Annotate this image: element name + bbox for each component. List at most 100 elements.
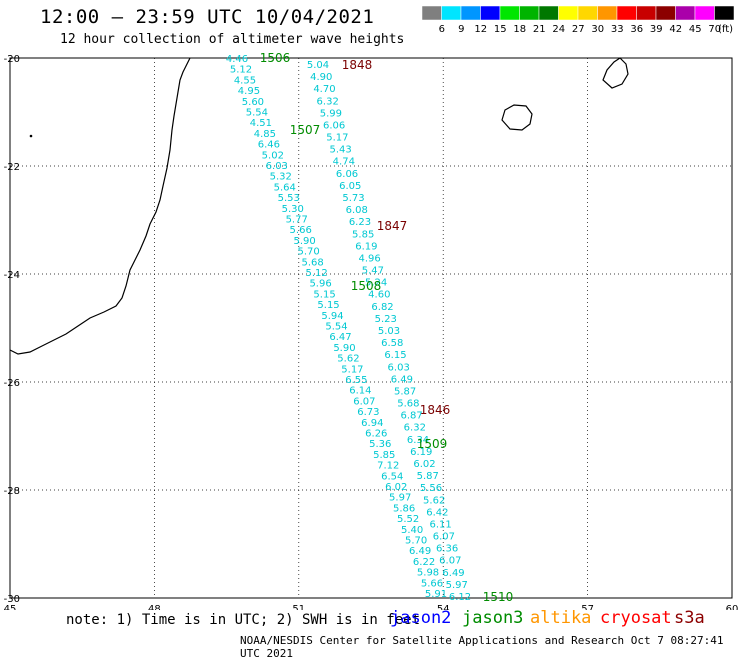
swh-value-east: 6.34 [407, 435, 429, 446]
legend-label: 33 [611, 24, 624, 35]
map-frame [9, 57, 733, 599]
swh-value-west: 4.51 [250, 118, 272, 129]
swh-value-west: 6.22 [413, 557, 435, 568]
swh-value-east: 5.68 [397, 399, 419, 410]
swh-value-east: 4.70 [313, 84, 335, 95]
swh-value-west: 6.07 [353, 396, 375, 407]
swh-value-east: 6.87 [400, 411, 422, 422]
swh-value-east: 4.90 [310, 72, 332, 83]
swh-value-east: 6.05 [339, 181, 361, 192]
swh-value-east: 5.03 [378, 326, 400, 337]
swh-value-west: 5.90 [333, 343, 355, 354]
footer-note: note: 1) Time is in UTC; 2) SWH is in fe… [66, 612, 421, 628]
legend-label: 12 [474, 24, 487, 35]
mission-jason3: jason3 [462, 608, 524, 628]
swh-value-east: 6.82 [371, 302, 393, 313]
swh-value-east: 6.03 [388, 362, 410, 373]
legend-label: 45 [689, 24, 702, 35]
swh-value-west: 6.47 [329, 332, 351, 343]
swh-value-east: 6.19 [355, 241, 377, 252]
swh-value-west: 5.12 [230, 65, 252, 76]
swh-value-west: 5.15 [317, 300, 339, 311]
swh-value-west: 5.15 [313, 289, 335, 300]
legend-swatch [714, 5, 735, 21]
swh-value-east: 6.11 [430, 519, 452, 530]
swh-value-east: 5.85 [352, 229, 374, 240]
legend-label: 27 [572, 24, 585, 35]
lon-tick-label: 54 [437, 604, 450, 610]
swh-value-west: 4.85 [254, 129, 276, 140]
swh-value-east: 6.07 [439, 556, 461, 567]
swh-value-east: 6.15 [384, 350, 406, 361]
legend-label: 21 [533, 24, 546, 35]
swh-value-east: 6.08 [346, 205, 368, 216]
pass-label: 1847 [377, 219, 408, 233]
swh-value-west: 5.94 [321, 311, 343, 322]
swh-value-west: 5.66 [421, 578, 443, 589]
swh-value-west: 5.53 [278, 193, 300, 204]
legend-label: 30 [591, 24, 604, 35]
swh-value-east: 5.87 [417, 471, 439, 482]
swh-value-east: 6.02 [413, 459, 435, 470]
pass-label: 1846 [420, 403, 451, 417]
swh-value-east: 6.12 [449, 592, 471, 603]
madagascar-coastline [9, 57, 191, 355]
legend-label: 70 [708, 24, 721, 35]
swh-value-east: 6.49 [442, 568, 464, 579]
swh-value-east: 6.07 [433, 532, 455, 543]
swh-value-west: 6.14 [349, 386, 371, 397]
color-legend: 6 9 12 15 18 21 24 27 30 33 36 39 42 45 70(ft) [421, 5, 735, 35]
swh-value-west: 5.66 [290, 225, 312, 236]
swh-value-east: 6.32 [404, 423, 426, 434]
swh-value-west: 6.55 [345, 375, 367, 386]
swh-value-west: 5.96 [309, 279, 331, 290]
swh-value-west: 5.62 [337, 354, 359, 365]
swh-value-east: 6.06 [336, 169, 358, 180]
swh-value-west: 5.85 [373, 450, 395, 461]
swh-value-east: 5.56 [420, 483, 442, 494]
legend-label: 6 [439, 24, 445, 35]
swh-value-east: 5.73 [342, 193, 364, 204]
map-subtitle: 12 hour collection of altimeter wave hei… [60, 32, 405, 47]
swh-value-west: 5.97 [389, 493, 411, 504]
lon-tick-label: 57 [581, 604, 594, 610]
swh-value-east: 5.04 [307, 60, 329, 71]
reunion-island [501, 104, 533, 131]
swh-value-east: 6.19 [410, 447, 432, 458]
altimeter-map: 45 48 51 54 57 60-20-22-24-26-28-304.465.124.… [4, 51, 739, 610]
lon-tick-label: 48 [148, 604, 161, 610]
swh-value-west: 5.54 [246, 108, 268, 119]
lat-tick-label: -24 [4, 270, 20, 281]
swh-value-east: 5.87 [394, 386, 416, 397]
swh-value-west: 6.26 [365, 429, 387, 440]
swh-value-west: 5.70 [405, 536, 427, 547]
swh-value-west: 5.68 [301, 257, 323, 268]
swh-value-east: 5.24 [365, 278, 387, 289]
swh-value-west: 5.70 [298, 247, 320, 258]
mauritius-island [602, 57, 629, 89]
swh-value-west: 5.40 [401, 525, 423, 536]
swh-value-west: 5.91 [425, 589, 447, 600]
pass-label: 1848 [342, 58, 373, 72]
legend-label: 9 [458, 24, 464, 35]
swh-value-west: 4.46 [226, 54, 248, 65]
swh-value-west: 5.36 [369, 439, 391, 450]
swh-value-west: 5.32 [270, 172, 292, 183]
swh-value-west: 5.60 [242, 97, 264, 108]
swh-value-east: 5.62 [423, 495, 445, 506]
mission-altika: altika [530, 608, 592, 628]
swh-value-west: 5.90 [294, 236, 316, 247]
swh-value-west: 5.64 [274, 182, 296, 193]
pass-label: 1506 [260, 51, 291, 65]
pass-label: 1507 [290, 123, 321, 137]
legend-label: 18 [513, 24, 526, 35]
lat-tick-label: -30 [4, 594, 20, 605]
lat-tick-label: -20 [4, 54, 20, 65]
swh-value-west: 7.12 [377, 461, 399, 472]
swh-value-west: 5.52 [397, 514, 419, 525]
mission-jason2: jason2 [390, 608, 452, 628]
lat-tick-label: -26 [4, 378, 20, 389]
legend-label: 36 [630, 24, 643, 35]
legend-label: 15 [494, 24, 507, 35]
swh-value-west: 5.86 [393, 503, 415, 514]
